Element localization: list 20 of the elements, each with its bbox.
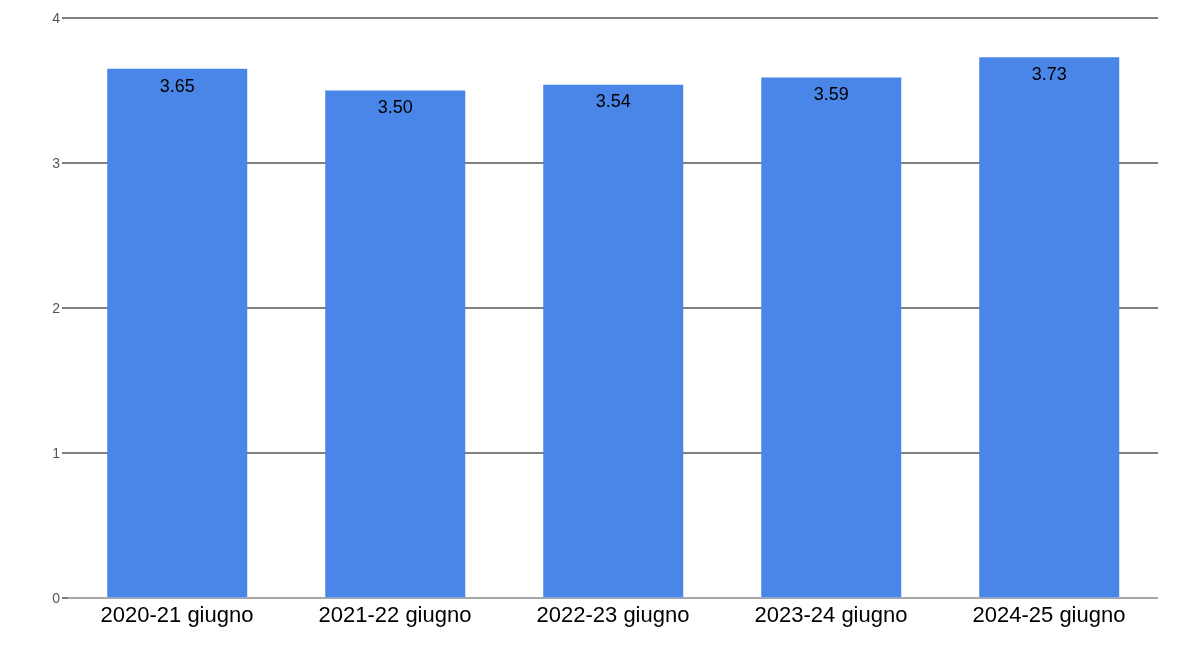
bar <box>107 68 248 598</box>
data-label: 3.50 <box>377 97 413 118</box>
data-label: 3.65 <box>159 75 195 96</box>
x-tick-label: 2022-23 giugno <box>536 601 690 627</box>
x-tick-label: 2023-24 giugno <box>754 601 908 627</box>
x-tick-label: 2024-25 giugno <box>972 601 1126 627</box>
y-tick-label: 2 <box>52 299 61 316</box>
data-label: 3.54 <box>595 91 631 112</box>
bar <box>979 57 1120 598</box>
y-tick-label: 3 <box>52 154 61 171</box>
x-tick-label: 2020-21 giugno <box>100 601 254 627</box>
bar <box>325 90 466 598</box>
y-tick-label: 0 <box>52 589 61 606</box>
y-tick-label: 1 <box>52 444 61 461</box>
x-tick-label: 2021-22 giugno <box>318 601 472 627</box>
data-label: 3.59 <box>813 84 849 105</box>
data-label: 3.73 <box>1031 63 1067 84</box>
bar <box>761 77 902 598</box>
bar <box>543 84 684 598</box>
y-tick-label: 4 <box>52 9 61 26</box>
